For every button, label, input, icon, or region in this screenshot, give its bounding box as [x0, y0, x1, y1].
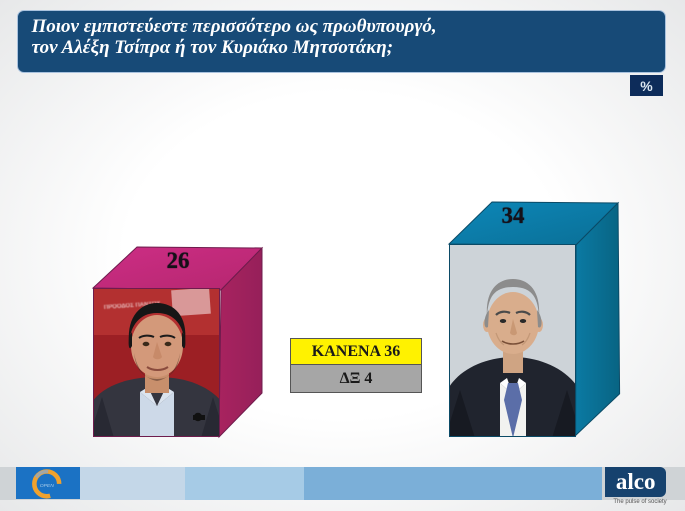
svg-text:OPEN: OPEN — [40, 482, 54, 488]
